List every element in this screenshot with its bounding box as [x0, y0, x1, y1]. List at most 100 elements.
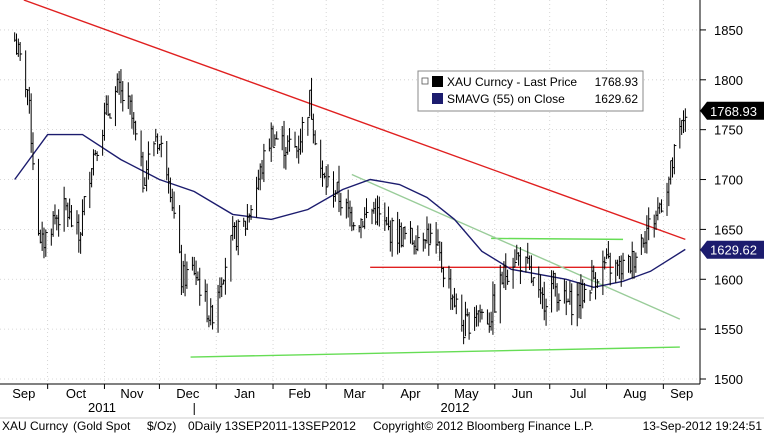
price-bar	[514, 249, 517, 268]
price-bar	[417, 225, 420, 252]
moving-average-layer	[14, 133, 686, 289]
price-bar	[263, 143, 266, 183]
price-bar	[142, 151, 145, 193]
security-description: (Gold Spot	[73, 419, 131, 433]
x-month-label: Nov	[120, 386, 144, 401]
price-bar	[301, 116, 305, 153]
y-tick-label: 1800	[714, 73, 743, 88]
price-bar	[455, 293, 459, 315]
price-bar	[360, 218, 363, 239]
price-bar	[519, 247, 523, 285]
price-bar	[96, 151, 100, 162]
price-bar	[224, 257, 228, 295]
price-bar	[109, 113, 112, 119]
price-bar	[584, 282, 587, 303]
price-bar	[391, 217, 395, 257]
price-bar	[122, 81, 125, 112]
price-bar	[147, 141, 151, 180]
x-month-label: Aug	[623, 386, 646, 401]
last-price-tag: 1768.93	[700, 101, 764, 120]
price-bar	[340, 192, 343, 216]
legend-value-price: 1768.93	[595, 75, 639, 89]
y-tick-label: 1600	[714, 272, 743, 287]
price-bar	[70, 205, 74, 228]
price-bar	[481, 308, 484, 320]
legend-label-price: XAU Curncy - Last Price	[447, 75, 577, 89]
bottom-info-bar: XAU Curncy (Gold Spot $/Oz) 0Daily 13SEP…	[0, 417, 764, 433]
price-bar	[673, 144, 677, 175]
price-bar	[289, 128, 292, 152]
price-bar	[468, 312, 472, 340]
y-tick-label: 1850	[714, 23, 743, 38]
price-bar	[135, 120, 138, 141]
price-bar	[463, 319, 466, 345]
price-bar	[250, 205, 254, 220]
legend-toggle-icon[interactable]	[421, 77, 429, 85]
x-year-label: 2011	[88, 400, 116, 415]
price-bar	[596, 279, 600, 289]
price-bar	[378, 196, 382, 227]
price-bar	[276, 131, 279, 140]
price-bar	[173, 191, 177, 219]
y-tick-label: 1750	[714, 123, 743, 138]
price-bar	[307, 116, 310, 136]
value-tag-label: 1629.62	[710, 243, 757, 258]
x-month-label: Jan	[234, 386, 255, 401]
price-bar	[199, 267, 202, 306]
price-bars	[14, 32, 688, 345]
trendline	[23, 0, 686, 241]
price-bar	[327, 164, 331, 187]
sma-line	[14, 133, 686, 289]
legend-label-sma: SMAVG (55) on Close	[447, 92, 565, 106]
y-tick-label: 1550	[714, 322, 743, 337]
trendline	[351, 173, 681, 320]
price-bar	[532, 277, 536, 287]
sma-value-tag: 1629.62	[700, 240, 764, 259]
price-bar	[571, 283, 574, 326]
price-bar	[186, 261, 189, 289]
x-month-label: Feb	[288, 386, 310, 401]
price-bar	[494, 284, 497, 313]
price-bar	[628, 254, 631, 273]
x-axis-ticks: Sep Oct Nov Dec Jan Feb Mar Apr May Jun Jul Aug Sep 2…	[12, 384, 693, 415]
x-month-label: Oct	[66, 386, 87, 401]
value-tag-label: 1768.93	[710, 104, 757, 119]
price-bar	[640, 234, 644, 255]
period-label: 0Daily 13SEP2011-13SEP2012	[188, 419, 356, 433]
price-bar	[365, 198, 369, 219]
trendline	[491, 237, 624, 241]
price-bar	[32, 132, 35, 171]
price-bar	[604, 256, 607, 270]
price-bar	[160, 135, 164, 158]
x-year-label: 2012	[441, 400, 470, 415]
legend-box	[417, 70, 644, 112]
price-bar	[153, 141, 156, 157]
price-bar	[83, 196, 87, 216]
price-bar	[648, 207, 651, 241]
y-tick-label: 1700	[714, 173, 743, 188]
legend: XAU Curncy - Last Price 1768.93 SMAVG (5…	[417, 70, 644, 112]
price-bar	[545, 298, 549, 326]
plot-area	[0, 0, 700, 384]
price-bar	[272, 125, 276, 148]
x-month-label: Dec	[176, 386, 200, 401]
price-bar	[314, 130, 318, 146]
x-month-label: Jul	[570, 386, 587, 401]
price-bar	[684, 108, 688, 132]
price-bar	[325, 166, 329, 196]
price-bar	[19, 41, 23, 61]
legend-swatch-sma	[432, 93, 443, 104]
x-month-label: Sep	[12, 386, 35, 401]
x-month-label: Sep	[670, 386, 693, 401]
y-tick-label: 1650	[714, 222, 743, 237]
x-month-label: Mar	[343, 386, 366, 401]
price-bar	[428, 223, 431, 256]
price-bar	[353, 222, 356, 231]
trendline	[190, 346, 680, 358]
legend-value-sma: 1629.62	[595, 92, 639, 106]
trendlines	[23, 0, 686, 358]
price-bar	[589, 289, 593, 302]
vertical-gridlines	[47, 0, 664, 384]
